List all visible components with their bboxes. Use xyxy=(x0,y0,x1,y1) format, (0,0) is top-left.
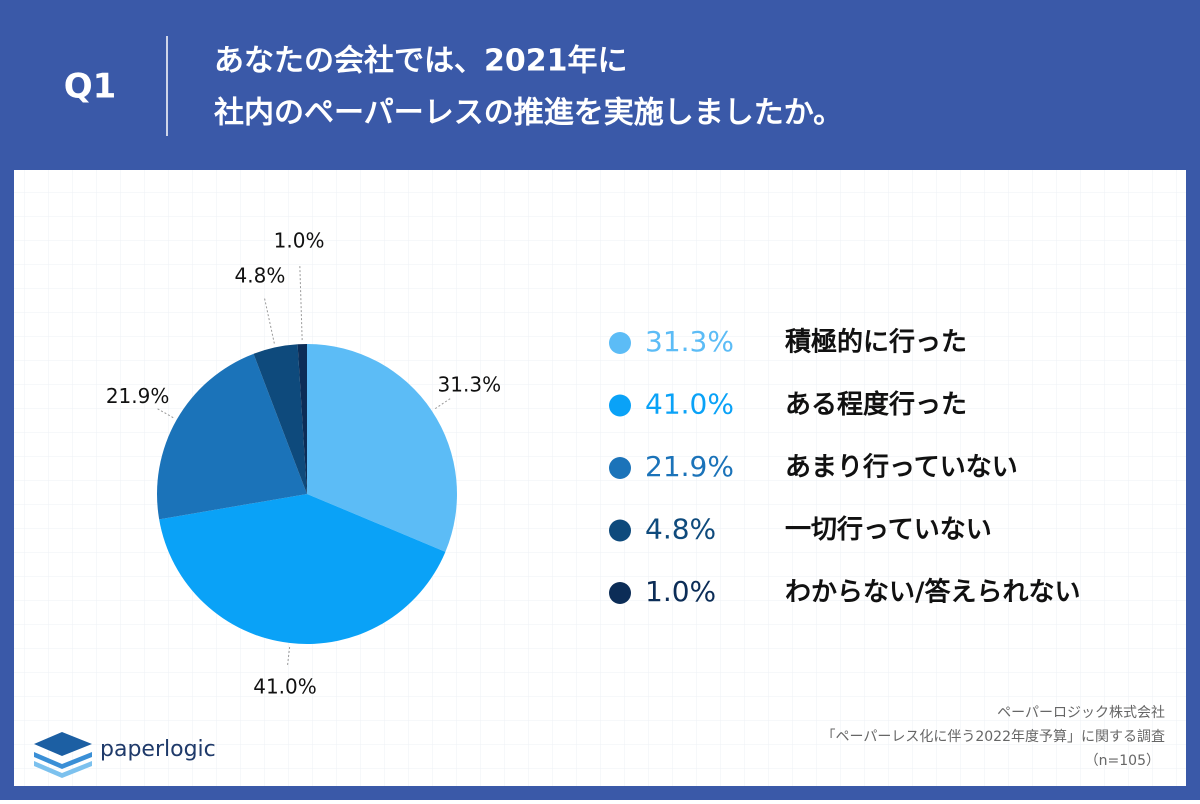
leader-line xyxy=(299,264,303,341)
pie-slice xyxy=(253,344,307,494)
legend-label: あまり行っていない xyxy=(785,452,1018,483)
legend-value: 41.0% xyxy=(645,388,734,421)
legend-marker xyxy=(609,582,631,604)
footer-text: （n=105） xyxy=(1085,753,1160,769)
logo-icon xyxy=(34,732,92,778)
legend-label: 一切行っていない xyxy=(785,514,992,545)
pie-slice xyxy=(159,494,446,645)
footer-text: 「ペーパーレス化に伴う2022年度予算」に関する調査 xyxy=(822,729,1166,745)
legend-marker xyxy=(609,519,631,542)
data-label: 31.3% xyxy=(438,372,502,396)
logo-text: paperlogic xyxy=(100,737,216,762)
legend-marker xyxy=(609,332,631,354)
question-number: Q1 xyxy=(64,67,117,107)
question-line: あなたの会社では、2021年に xyxy=(214,44,628,79)
footer-text: ペーパーロジック株式会社 xyxy=(997,705,1165,721)
data-label: 4.8% xyxy=(235,264,286,288)
data-label: 41.0% xyxy=(253,674,317,698)
legend-value: 21.9% xyxy=(645,450,734,483)
leader-line xyxy=(286,646,291,666)
pie-slice xyxy=(307,344,458,552)
pie-slice xyxy=(156,353,307,520)
legend-value: 1.0% xyxy=(645,575,716,608)
legend-value: 31.3% xyxy=(645,325,734,358)
legend-marker xyxy=(609,457,631,479)
legend-value: 4.8% xyxy=(645,513,716,546)
leader-line xyxy=(156,407,174,419)
question-line: 社内のペーパーレスの推進を実施しましたか。 xyxy=(214,96,843,131)
leader-line xyxy=(434,397,452,410)
data-label: 21.9% xyxy=(106,384,170,408)
legend-label: ある程度行った xyxy=(785,389,967,420)
pie-slice xyxy=(297,344,307,494)
legend-label: わからない/答えられない xyxy=(785,577,1081,608)
data-label: 1.0% xyxy=(274,229,325,253)
legend-label: 積極的に行った xyxy=(785,327,967,358)
legend-marker xyxy=(609,394,631,417)
